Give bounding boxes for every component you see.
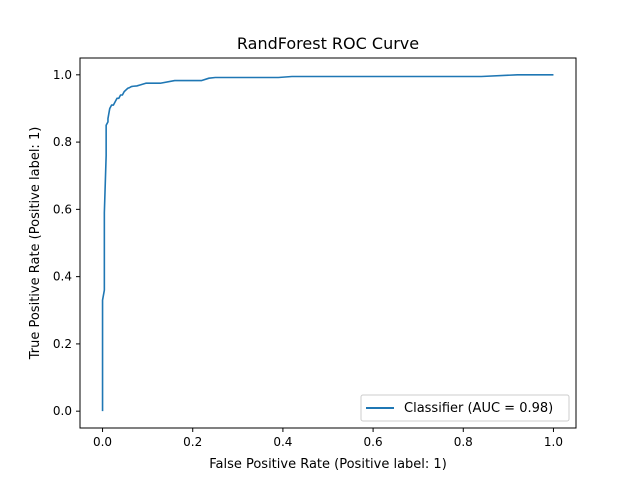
legend-box: [360, 394, 570, 422]
y-tick-label: 1.0: [53, 68, 72, 82]
y-tick-label: 0.0: [53, 404, 72, 418]
y-tick-label: 0.4: [53, 270, 72, 284]
x-axis-label: False Positive Rate (Positive label: 1): [209, 457, 447, 472]
x-tick-label: 0.6: [364, 435, 383, 449]
y-tick-label: 0.8: [53, 135, 72, 149]
chart-title: RandForest ROC Curve: [237, 34, 419, 53]
plot-area: 0.0 0.2 0.4 0.6 0.8 1.0 0.0 0.2 0.4 0.6 0.8 1.0: [53, 57, 577, 449]
legend-label: Classifier (AUC = 0.98): [404, 401, 553, 416]
series-layer: [101, 74, 554, 412]
x-axis-ticks: 0.0 0.2 0.4 0.6 0.8 1.0: [93, 428, 563, 449]
y-tick-label: 0.6: [53, 202, 72, 216]
x-tick-label: 1.0: [544, 435, 563, 449]
y-axis-label: True Positive Rate (Positive label: 1): [28, 127, 43, 361]
y-tick-label: 0.2: [53, 337, 72, 351]
x-tick-label: 0.8: [454, 435, 473, 449]
x-tick-label: 0.4: [273, 435, 292, 449]
y-axis-ticks: 0.0 0.2 0.4 0.6 0.8 1.0: [53, 68, 80, 418]
x-tick-label: 0.2: [183, 435, 202, 449]
plot-frame: [79, 57, 577, 429]
legend: Classifier (AUC = 0.98): [360, 394, 570, 422]
x-tick-label: 0.0: [93, 435, 112, 449]
series-line-classifier: [101, 74, 554, 412]
